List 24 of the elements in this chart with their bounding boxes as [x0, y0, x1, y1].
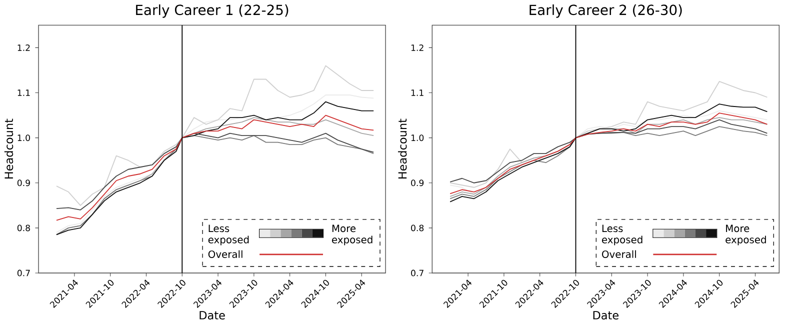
annotation: Less exposed — [602, 224, 642, 246]
y-tick-label: 0.7 — [17, 270, 30, 276]
y-tick-label: 1.2 — [411, 44, 424, 51]
chart-title: Early Career 1 (22-25) — [136, 4, 288, 18]
annotation: More exposed — [332, 224, 372, 246]
y-tick-label: 0.9 — [411, 180, 424, 186]
text: Overall — [208, 250, 242, 258]
annotation: Less exposed — [208, 224, 249, 246]
y-tick-label: 0.9 — [17, 180, 30, 186]
text: Overall — [602, 250, 636, 258]
y-tick-label: 1.1 — [411, 90, 424, 96]
y-tick-label: 0.8 — [17, 224, 30, 232]
x-axis-title: Date — [593, 311, 619, 320]
y-tick-label: 1.2 — [18, 44, 30, 51]
y-axis-title: Headcount — [398, 118, 407, 179]
x-axis-title: Date — [200, 311, 225, 320]
y-tick-label: 1.0 — [411, 134, 424, 142]
y-tick-label: 1.0 — [18, 134, 30, 142]
annotation: More exposed — [726, 224, 766, 246]
chart-title: Early Career 2 (26-30) — [530, 4, 682, 18]
y-axis-title: Headcount — [4, 118, 14, 179]
y-tick-label: 0.7 — [411, 270, 424, 276]
y-tick-label: 1.1 — [18, 90, 30, 96]
y-tick-label: 0.8 — [411, 224, 424, 232]
